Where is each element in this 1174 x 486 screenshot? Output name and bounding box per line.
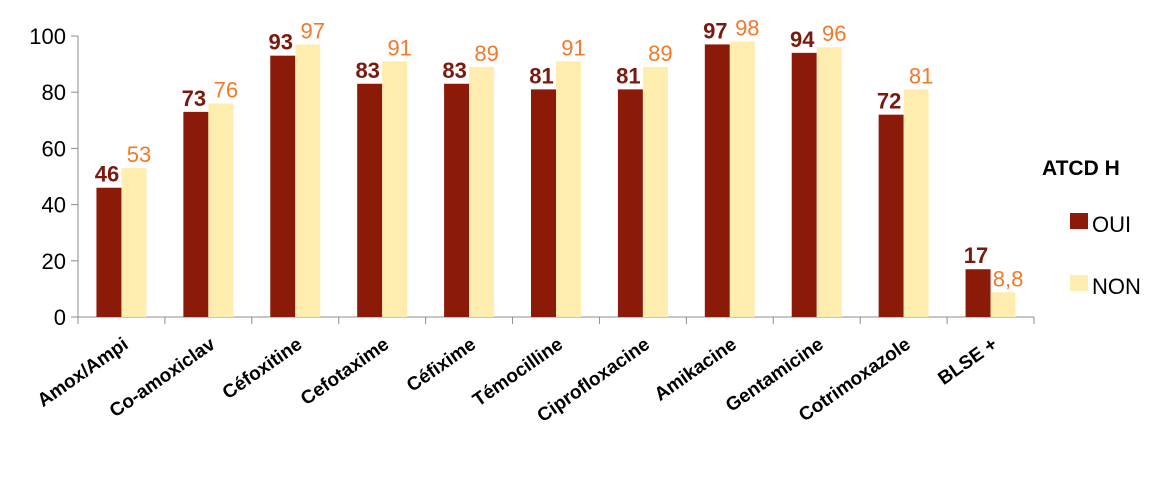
y-tick-label: 100 bbox=[29, 24, 66, 49]
data-label-non: 81 bbox=[909, 63, 933, 88]
y-tick-label: 0 bbox=[54, 305, 66, 330]
bar-non bbox=[208, 103, 234, 317]
data-label-oui: 94 bbox=[790, 27, 815, 52]
x-tick-label: Céfoxitine bbox=[219, 334, 306, 404]
data-label-oui: 46 bbox=[95, 162, 119, 187]
legend-label-oui: OUI bbox=[1092, 212, 1131, 237]
legend-title: ATCD H bbox=[1042, 157, 1120, 180]
bar-non bbox=[642, 66, 668, 317]
x-tick-label: BLSE + bbox=[934, 334, 1001, 390]
bar-oui bbox=[878, 114, 904, 318]
data-label-oui: 81 bbox=[529, 63, 553, 88]
data-label-oui: 83 bbox=[442, 58, 466, 83]
legend-swatch-non bbox=[1070, 275, 1088, 291]
bar-non bbox=[903, 89, 929, 317]
data-label-non: 8,8 bbox=[993, 266, 1024, 291]
legend-label-non: NON bbox=[1092, 274, 1141, 299]
bar-oui bbox=[183, 111, 209, 318]
bar-oui bbox=[704, 44, 730, 318]
bar-oui bbox=[357, 83, 383, 318]
y-tick-label: 80 bbox=[42, 80, 66, 105]
chart-axes: 0 20 40 60 80 100 bbox=[29, 24, 1035, 330]
bar-oui bbox=[270, 55, 296, 318]
bar-oui bbox=[791, 52, 817, 318]
bar-non bbox=[469, 66, 495, 317]
bar-non bbox=[816, 47, 842, 318]
y-tick-label: 20 bbox=[42, 249, 66, 274]
bar-non bbox=[382, 61, 408, 317]
data-label-non: 91 bbox=[387, 35, 411, 60]
chart-legend: ATCD H OUI NON bbox=[1042, 157, 1141, 299]
bar-oui bbox=[96, 187, 122, 317]
data-label-oui: 97 bbox=[703, 18, 727, 43]
data-label-non: 96 bbox=[822, 21, 846, 46]
data-label-non: 98 bbox=[735, 16, 759, 41]
bar-oui bbox=[444, 83, 470, 318]
y-tick-label: 40 bbox=[42, 193, 66, 218]
data-label-non: 89 bbox=[474, 41, 498, 66]
bar-non bbox=[121, 168, 147, 317]
data-label-oui: 73 bbox=[182, 86, 206, 111]
data-label-non: 76 bbox=[214, 77, 238, 102]
data-labels: 46 53 73 76 93 97 83 91 83 89 81 91 81 89 97 98 94 96 72 81… bbox=[95, 16, 1024, 292]
data-label-non: 53 bbox=[127, 142, 151, 167]
legend-swatch-oui bbox=[1070, 213, 1088, 229]
data-label-oui: 81 bbox=[616, 63, 640, 88]
bar-non bbox=[295, 44, 321, 318]
bar-oui bbox=[617, 89, 643, 317]
data-label-oui: 17 bbox=[964, 243, 988, 268]
x-tick-label: Cefotaxime bbox=[297, 334, 393, 410]
y-tick-label: 60 bbox=[42, 136, 66, 161]
bar-non bbox=[990, 292, 1016, 317]
data-label-non: 97 bbox=[301, 18, 325, 43]
data-label-non: 89 bbox=[648, 41, 672, 66]
data-label-oui: 93 bbox=[269, 30, 293, 55]
data-label-oui: 72 bbox=[877, 89, 901, 114]
bar-oui bbox=[965, 269, 991, 317]
data-label-oui: 83 bbox=[355, 58, 379, 83]
bar-non bbox=[729, 41, 755, 318]
chart-bars bbox=[96, 41, 1016, 318]
bar-oui bbox=[531, 89, 556, 317]
data-label-non: 91 bbox=[561, 35, 585, 60]
x-tick-label: Céfixime bbox=[403, 334, 480, 397]
bar-non bbox=[556, 61, 581, 317]
